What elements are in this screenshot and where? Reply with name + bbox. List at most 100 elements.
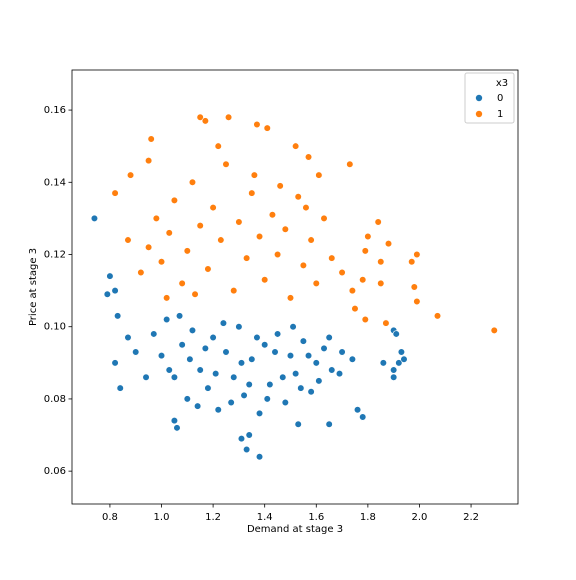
point xyxy=(325,333,333,342)
point xyxy=(312,359,320,367)
point xyxy=(320,214,328,222)
point xyxy=(400,355,408,363)
point xyxy=(261,341,269,349)
point xyxy=(196,222,204,230)
point xyxy=(353,406,362,414)
point xyxy=(188,326,197,334)
x-tick-label: 1.0 xyxy=(154,512,170,523)
point xyxy=(348,287,356,295)
point xyxy=(382,319,390,327)
axes-frame xyxy=(71,69,519,505)
point xyxy=(315,171,323,179)
point xyxy=(248,355,256,363)
point xyxy=(289,323,297,331)
point xyxy=(276,182,284,190)
legend-marker xyxy=(475,94,483,102)
point xyxy=(145,243,153,251)
point xyxy=(212,370,220,378)
point xyxy=(490,326,498,334)
y-tick-label: 0.14 xyxy=(44,177,66,188)
point xyxy=(230,287,238,295)
x-tick-label: 1.8 xyxy=(360,512,376,523)
point xyxy=(145,157,153,165)
point xyxy=(116,384,124,392)
point xyxy=(126,171,135,179)
point xyxy=(374,218,382,226)
point xyxy=(312,279,320,287)
point xyxy=(364,232,372,241)
point xyxy=(111,359,119,367)
point xyxy=(152,214,160,222)
point xyxy=(397,348,406,356)
point xyxy=(261,276,269,284)
point xyxy=(395,359,403,367)
point xyxy=(351,305,359,313)
point xyxy=(286,352,295,360)
point xyxy=(165,366,173,374)
point xyxy=(346,160,354,168)
point xyxy=(294,420,302,428)
point xyxy=(178,341,186,349)
point xyxy=(137,268,145,277)
point xyxy=(209,203,217,212)
point xyxy=(147,135,155,143)
legend-label: 1 xyxy=(497,109,503,120)
x-tick-label: 1.2 xyxy=(205,512,221,523)
point xyxy=(266,380,274,389)
point xyxy=(335,370,344,378)
point xyxy=(237,359,246,367)
point xyxy=(273,250,282,259)
point xyxy=(230,373,238,381)
point xyxy=(338,348,346,356)
y-tick-label: 0.12 xyxy=(44,250,66,261)
point xyxy=(304,352,313,360)
point xyxy=(410,283,418,291)
point xyxy=(279,373,287,381)
point xyxy=(196,113,204,121)
x-tick-label: 0.8 xyxy=(102,512,118,523)
point xyxy=(191,290,199,298)
point xyxy=(214,406,222,414)
point xyxy=(209,333,217,342)
point xyxy=(255,453,264,461)
point xyxy=(245,431,253,439)
y-tick-label: 0.16 xyxy=(44,105,66,116)
point xyxy=(227,398,235,407)
legend-marker xyxy=(475,110,483,118)
point xyxy=(188,178,197,186)
point xyxy=(255,409,264,417)
point xyxy=(245,380,253,389)
point xyxy=(286,294,295,302)
point xyxy=(413,297,421,306)
point xyxy=(263,395,271,403)
point xyxy=(307,388,315,396)
point xyxy=(214,142,222,150)
point xyxy=(299,337,307,345)
point xyxy=(384,240,393,248)
point xyxy=(114,312,122,320)
point xyxy=(299,261,307,269)
point xyxy=(222,348,230,356)
point xyxy=(196,366,204,374)
point xyxy=(222,160,230,168)
point xyxy=(328,254,336,262)
point xyxy=(142,373,150,381)
point xyxy=(304,153,313,161)
point xyxy=(408,258,416,266)
point xyxy=(377,258,385,266)
point xyxy=(186,355,194,363)
point xyxy=(217,236,225,244)
point xyxy=(392,330,400,338)
point xyxy=(183,395,191,403)
point xyxy=(243,254,251,262)
point xyxy=(201,117,209,125)
point xyxy=(240,391,248,399)
point xyxy=(250,171,258,179)
point xyxy=(106,272,114,280)
point xyxy=(170,373,179,381)
point xyxy=(243,445,251,454)
point xyxy=(294,193,302,201)
legend-box xyxy=(464,72,515,124)
point xyxy=(124,333,132,342)
